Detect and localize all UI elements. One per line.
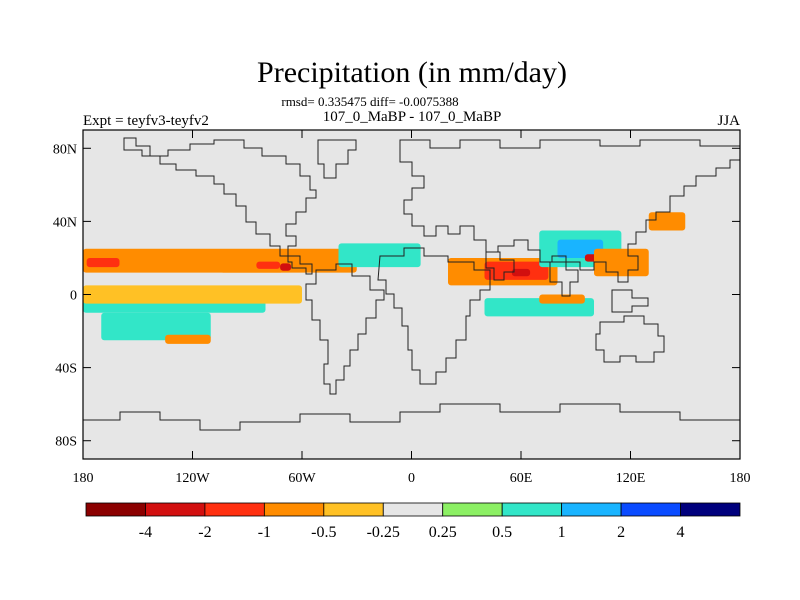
anomaly-region-15 bbox=[101, 312, 211, 341]
colorbar-swatch bbox=[382, 502, 444, 517]
colorbar-swatch bbox=[501, 502, 563, 517]
anomaly-region-5 bbox=[338, 243, 421, 268]
colorbar-swatch bbox=[204, 502, 265, 517]
anomaly-region-13 bbox=[648, 212, 686, 231]
anomaly-region-8 bbox=[511, 268, 531, 277]
y-tick-label: 80S bbox=[55, 435, 77, 450]
anomaly-region-19 bbox=[83, 285, 302, 304]
colorbar-swatch bbox=[85, 502, 146, 517]
x-axis: 180 120W 60W 0 60E 120E 180 bbox=[73, 130, 751, 486]
y-tick-label: 40S bbox=[55, 362, 77, 377]
colorbar-label: -4 bbox=[139, 524, 152, 541]
colorbar-label: -2 bbox=[198, 524, 211, 541]
colorbar-swatch bbox=[620, 502, 681, 517]
chart-subtitle-runs: 107_0_MaBP - 107_0_MaBP bbox=[323, 109, 502, 125]
x-tick-label: 0 bbox=[408, 471, 415, 486]
colorbar: -4 -2 -1 -0.5 -0.25 0.25 0.5 1 2 4 bbox=[85, 502, 741, 541]
chart-subtitle-stats: rmsd= 0.335475 diff= -0.0075388 bbox=[281, 94, 458, 109]
colorbar-label: -0.25 bbox=[367, 524, 400, 541]
colorbar-swatch bbox=[263, 502, 325, 517]
anomaly-region-12 bbox=[594, 248, 649, 277]
x-tick-label: 120E bbox=[616, 471, 646, 486]
x-tick-label: 180 bbox=[730, 471, 751, 486]
anomaly-regions bbox=[83, 212, 686, 344]
colorbar-swatch bbox=[442, 502, 503, 517]
anomaly-region-4 bbox=[280, 263, 292, 271]
y-tick-label: 40N bbox=[53, 215, 77, 230]
colorbar-label: 0.25 bbox=[429, 524, 457, 541]
anomaly-region-3 bbox=[256, 261, 281, 269]
colorbar-swatch bbox=[561, 502, 622, 517]
y-tick-label: 0 bbox=[70, 289, 77, 304]
colorbar-label: 4 bbox=[677, 524, 685, 541]
colorbar-swatch bbox=[145, 502, 206, 517]
season-label: JJA bbox=[717, 113, 740, 129]
colorbar-label: 0.5 bbox=[492, 524, 512, 541]
colorbar-swatch bbox=[323, 502, 384, 517]
x-tick-label: 60E bbox=[510, 471, 533, 486]
colorbar-label: 1 bbox=[558, 524, 566, 541]
x-tick-label: 60W bbox=[288, 471, 316, 486]
colorbar-label: -1 bbox=[258, 524, 271, 541]
anomaly-region-16 bbox=[165, 334, 211, 344]
anomaly-region-18 bbox=[539, 294, 585, 304]
chart-title: Precipitation (in mm/day) bbox=[257, 56, 567, 89]
y-tick-label: 80N bbox=[53, 142, 77, 157]
colorbar-label: -0.5 bbox=[311, 524, 336, 541]
coastlines bbox=[83, 137, 740, 431]
anomaly-region-1 bbox=[86, 257, 120, 268]
x-tick-label: 180 bbox=[73, 471, 94, 486]
colorbar-label: 2 bbox=[617, 524, 625, 541]
experiment-label: Expt = teyfv3-teyfv2 bbox=[83, 113, 209, 129]
y-axis: 80N 40N 0 40S 80S bbox=[53, 142, 740, 450]
anomaly-region-10 bbox=[557, 239, 604, 258]
colorbar-swatch bbox=[680, 502, 741, 517]
x-tick-label: 120W bbox=[175, 471, 210, 486]
